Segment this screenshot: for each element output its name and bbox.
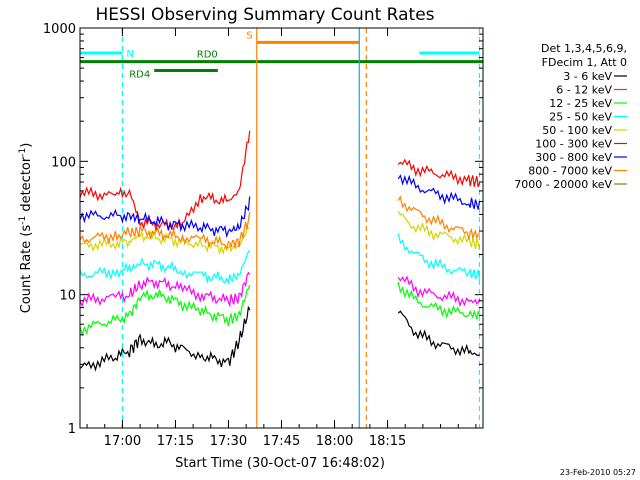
svg-text:Count Rate (s-1 detector-1): Count Rate (s-1 detector-1): [18, 143, 34, 314]
series-line: [79, 306, 480, 372]
y-label-mid: detector: [19, 156, 34, 216]
series-line: [79, 233, 481, 286]
legend: Det 1,3,4,5,6,9, FDecim 1, Att 0 3 - 6 k…: [514, 42, 627, 191]
y-label-prefix: Count Rate (s: [19, 225, 34, 314]
legend-entry-label: 7000 - 20000 keV: [514, 178, 612, 191]
series-line: [79, 130, 481, 231]
legend-entry-label: 25 - 50 keV: [549, 111, 612, 124]
x-tick-label: 17:30: [210, 434, 247, 449]
legend-entry-label: 12 - 25 keV: [549, 97, 612, 110]
chart-title: HESSI Observing Summary Count Rates: [95, 5, 434, 25]
band-label: S: [246, 30, 252, 41]
legend-entry-label: 50 - 100 keV: [542, 124, 612, 137]
series-line: [79, 210, 481, 255]
y-tick-label: 1000: [43, 22, 76, 37]
band-label: N: [126, 49, 133, 60]
series-lines: [79, 130, 481, 372]
legend-entry-label: 100 - 300 keV: [535, 138, 612, 151]
series-line: [79, 281, 481, 337]
legend-entry-label: 6 - 12 keV: [556, 84, 612, 97]
vertical-markers: [121, 28, 481, 428]
x-tick-label: 18:15: [369, 434, 406, 449]
band-label: RD4: [129, 70, 150, 81]
x-tick-label: 17:00: [104, 434, 141, 449]
y-tick-label: 1: [68, 422, 76, 437]
y-label-sup-1: -1: [18, 216, 28, 225]
series-line: [79, 174, 481, 239]
x-ticks: 17:00 17:15 17:30 17:45 18:00 18:15: [86, 28, 477, 449]
y-axis-label: Count Rate (s-1 detector-1): [18, 143, 34, 314]
legend-header-line-1: Det 1,3,4,5,6,9,: [541, 42, 627, 55]
series-line: [79, 195, 481, 252]
legend-entry-label: 800 - 7000 keV: [528, 165, 612, 178]
x-axis-label: Start Time (30-Oct-07 16:48:02): [175, 456, 385, 471]
x-tick-label: 17:45: [263, 434, 300, 449]
x-tick-label: 17:15: [157, 434, 194, 449]
y-tick-label: 10: [59, 289, 76, 304]
y-tick-label: 100: [51, 155, 76, 170]
y-label-suffix: ): [19, 143, 34, 148]
footer-timestamp: 23-Feb-2010 05:27: [560, 468, 636, 477]
series-line: [79, 271, 481, 308]
y-label-sup-2: -1: [18, 148, 28, 157]
x-tick-label: 18:00: [316, 434, 353, 449]
band-lines: N S RD0 RD4: [80, 30, 483, 81]
legend-entry-label: 3 - 6 keV: [563, 70, 612, 83]
band-label: RD0: [197, 50, 218, 61]
legend-header-line-2: FDecim 1, Att 0: [542, 56, 627, 69]
legend-entry-label: 300 - 800 keV: [535, 151, 612, 164]
y-ticks: 1 10 100 1000: [43, 22, 483, 437]
